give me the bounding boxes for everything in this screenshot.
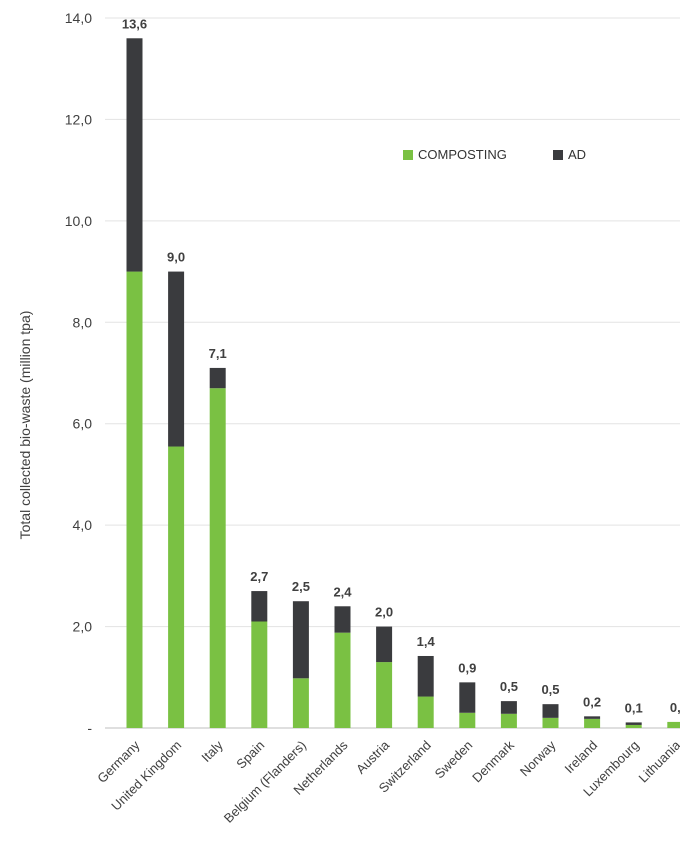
x-category-label: Spain <box>233 738 267 772</box>
bar-segment-composting <box>459 713 475 728</box>
bar-segment-composting <box>418 697 434 728</box>
total-data-label: 13,6 <box>122 16 147 31</box>
y-tick-label: 4,0 <box>73 517 93 533</box>
y-tick-label: 6,0 <box>73 416 93 432</box>
bars <box>127 38 680 728</box>
total-data-label: 2,0 <box>375 605 393 620</box>
bar-segment-composting <box>376 662 392 728</box>
legend-composting-label: COMPOSTING <box>418 147 507 162</box>
total-data-label: 0,2 <box>583 694 601 709</box>
data-labels: 13,6 9,0 7,1 2,7 2,5 2,4 2,0 1,4 0,9 0,5 0,5 0,2 0,1… <box>122 16 680 715</box>
bar-segment-composting <box>667 722 680 728</box>
bar-segment-ad <box>210 368 226 388</box>
bar-segment-composting <box>168 447 184 728</box>
total-data-label: 7,1 <box>209 346 227 361</box>
bar-segment-ad <box>584 716 600 719</box>
legend-ad-swatch <box>553 150 563 160</box>
total-data-label: 0,5 <box>500 679 518 694</box>
bar-segment-ad <box>251 591 267 621</box>
y-tick-label: - <box>87 720 92 736</box>
legend-ad-label: AD <box>568 147 586 162</box>
bar-segment-composting <box>210 388 226 728</box>
total-data-label: 1,4 <box>417 634 436 649</box>
x-category-label: Lithuania <box>635 737 680 785</box>
x-category-label: Austria <box>353 737 393 777</box>
y-axis-label: Total collected bio-waste (million tpa) <box>17 311 33 540</box>
bar-segment-ad <box>127 38 143 271</box>
legend: COMPOSTING AD <box>403 147 586 162</box>
bar-segment-ad <box>418 656 434 697</box>
total-data-label: 2,4 <box>333 584 352 599</box>
total-data-label: 2,7 <box>250 569 268 584</box>
bar-segment-ad <box>335 606 351 632</box>
total-data-label: 9,0 <box>167 250 185 265</box>
y-axis-ticks: - 2,0 4,0 6,0 8,0 10,0 12,0 14,0 <box>65 10 93 736</box>
bar-segment-ad <box>626 722 642 725</box>
total-data-label: 0,1 <box>625 700 643 715</box>
total-data-label: 2,5 <box>292 579 310 594</box>
y-tick-label: 10,0 <box>65 213 92 229</box>
bar-segment-ad <box>168 272 184 447</box>
bar-segment-ad <box>543 704 559 718</box>
total-data-label: 0, <box>670 700 680 715</box>
bar-segment-composting <box>127 272 143 728</box>
bar-segment-ad <box>501 701 517 714</box>
total-data-label: 0,5 <box>541 682 559 697</box>
bar-segment-ad <box>376 627 392 663</box>
gridlines <box>105 18 680 728</box>
y-tick-label: 2,0 <box>73 619 93 635</box>
bar-segment-composting <box>501 714 517 728</box>
bar-segment-composting <box>584 719 600 728</box>
total-data-label: 0,9 <box>458 660 476 675</box>
x-category-label: Italy <box>198 737 226 765</box>
bar-segment-composting <box>543 718 559 728</box>
bar-segment-composting <box>251 622 267 729</box>
bar-segment-composting <box>335 633 351 728</box>
x-category-label: Denmark <box>469 737 517 785</box>
y-tick-label: 14,0 <box>65 10 92 26</box>
bar-segment-ad <box>459 682 475 712</box>
y-tick-label: 8,0 <box>73 314 93 330</box>
bar-segment-ad <box>293 601 309 678</box>
x-category-label: Ireland <box>562 738 601 777</box>
legend-composting-swatch <box>403 150 413 160</box>
bar-segment-composting <box>293 678 309 728</box>
y-tick-label: 12,0 <box>65 111 92 127</box>
bar-segment-composting <box>626 725 642 728</box>
x-category-label: Norway <box>517 737 559 779</box>
